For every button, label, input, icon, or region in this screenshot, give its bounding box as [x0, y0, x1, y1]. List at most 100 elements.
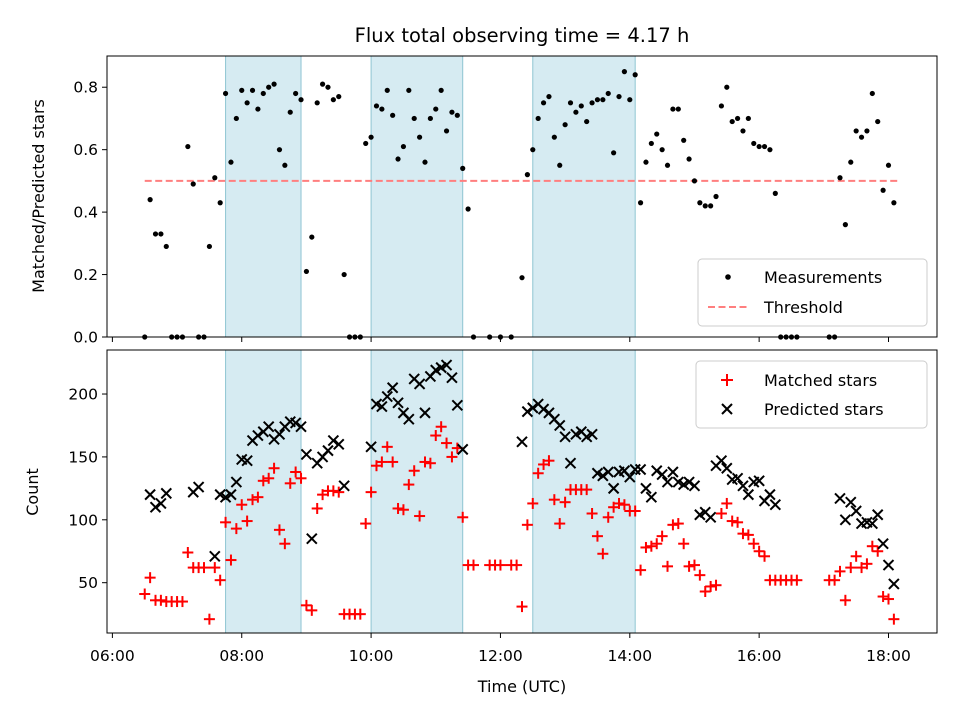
- ratio-point-3: [158, 231, 164, 237]
- ratio-point-125: [869, 90, 875, 97]
- ratio-point-88: [643, 159, 649, 165]
- matched-point-21: [252, 491, 264, 503]
- matched-point-75: [559, 496, 571, 508]
- matched-point-0: [139, 588, 151, 600]
- legend-predicted-label: Predicted stars: [764, 400, 884, 419]
- predicted-point-1: [149, 501, 162, 513]
- ratio-point-71: [551, 134, 557, 140]
- matched-point-52: [419, 456, 431, 468]
- count-shaded-interval-0: [225, 349, 302, 634]
- ratio-point-82: [611, 150, 617, 156]
- matched-point-64: [494, 559, 506, 571]
- matched-point-127: [866, 540, 878, 552]
- ratio-ytick-label-4: 0.8: [73, 79, 98, 97]
- xtick-label-0: 06:00: [90, 647, 135, 665]
- matched-point-68: [521, 519, 533, 531]
- matched-point-91: [645, 540, 657, 552]
- x-axis-label: Time (UTC): [477, 677, 566, 696]
- predicted-point-16: [262, 421, 275, 433]
- matched-point-18: [236, 499, 248, 511]
- ratio-point-100: [708, 203, 714, 209]
- predicted-point-6: [209, 550, 221, 562]
- predicted-point-10: [230, 476, 243, 488]
- ratio-point-9: [190, 181, 196, 187]
- ratio-point-56: [443, 128, 450, 134]
- ratio-point-101: [713, 193, 719, 200]
- ratio-point-80: [600, 97, 606, 103]
- predicted-point-73: [645, 491, 658, 503]
- xtick-label-4: 14:00: [607, 647, 652, 665]
- ratio-point-78: [589, 100, 595, 106]
- ratio-point-109: [756, 143, 762, 150]
- ratio-point-97: [691, 178, 698, 184]
- predicted-point-58: [564, 457, 577, 469]
- ratio-point-60: [465, 206, 471, 212]
- count-ytick-label-3: 200: [68, 386, 98, 404]
- matched-point-30: [300, 599, 312, 611]
- predicted-point-50: [521, 405, 534, 418]
- predicted-point-14: [252, 429, 264, 442]
- matched-point-74: [554, 518, 566, 530]
- predicted-point-98: [839, 514, 852, 526]
- matched-point-28: [290, 466, 302, 478]
- ratio-point-123: [858, 134, 865, 140]
- ratio-ytick-label-2: 0.4: [73, 204, 98, 222]
- matched-point-69: [527, 497, 539, 509]
- ratio-point-42: [368, 134, 374, 140]
- predicted-point-75: [656, 468, 668, 481]
- count-panel: 50 100 150 200 06:00 08:00 10:00 12:00 14:00 16:0…: [68, 349, 938, 665]
- predicted-point-89: [731, 472, 744, 485]
- predicted-point-36: [392, 397, 404, 409]
- predicted-point-104: [872, 509, 884, 521]
- ratio-point-121: [848, 159, 854, 165]
- ratio-shaded-interval-1: [370, 55, 464, 338]
- predicted-point-34: [381, 390, 393, 403]
- xtick-label-2: 10:00: [349, 647, 394, 665]
- matched-point-36: [333, 486, 345, 498]
- ratio-point-112: [772, 190, 778, 196]
- ratio-point-33: [319, 81, 326, 87]
- matched-point-97: [678, 538, 690, 550]
- ratio-point-107: [745, 115, 751, 122]
- legend-matched-label: Matched stars: [764, 371, 877, 390]
- matched-point-50: [408, 465, 420, 477]
- matched-point-48: [397, 504, 409, 516]
- predicted-point-97: [834, 492, 846, 505]
- matched-point-93: [656, 530, 668, 542]
- ratio-point-127: [880, 187, 886, 193]
- legend-threshold-label: Threshold: [763, 298, 843, 317]
- matched-point-42: [365, 486, 377, 498]
- matched-point-40: [354, 608, 366, 620]
- predicted-point-3: [160, 487, 172, 500]
- matched-point-54: [430, 430, 442, 442]
- ratio-point-92: [664, 162, 671, 168]
- ratio-point-52: [422, 159, 428, 165]
- predicted-point-47: [451, 399, 464, 412]
- ratio-point-94: [675, 106, 681, 112]
- ratio-point-106: [740, 128, 746, 134]
- ratio-point-57: [449, 109, 455, 115]
- matched-point-94: [662, 560, 674, 572]
- predicted-point-64: [597, 470, 609, 482]
- matched-point-129: [877, 591, 889, 603]
- ratio-point-43: [373, 103, 380, 109]
- legend-matched-marker: [721, 374, 733, 386]
- predicted-point-80: [683, 476, 695, 488]
- matched-point-118: [791, 574, 803, 586]
- matched-point-11: [198, 562, 210, 574]
- matched-point-103: [710, 579, 722, 591]
- predicted-point-51: [527, 402, 539, 414]
- ratio-point-91: [659, 147, 665, 153]
- predicted-point-35: [386, 382, 399, 394]
- matched-point-100: [694, 569, 706, 581]
- predicted-point-62: [586, 428, 598, 440]
- ratio-point-95: [681, 137, 687, 143]
- ratio-shaded-interval-0: [225, 55, 302, 338]
- predicted-point-31: [365, 441, 377, 453]
- matched-point-106: [726, 515, 738, 527]
- ratio-point-72: [557, 162, 563, 168]
- ratio-point-105: [734, 115, 741, 122]
- matched-point-95: [667, 519, 679, 531]
- count-ytick-label-1: 100: [68, 511, 98, 529]
